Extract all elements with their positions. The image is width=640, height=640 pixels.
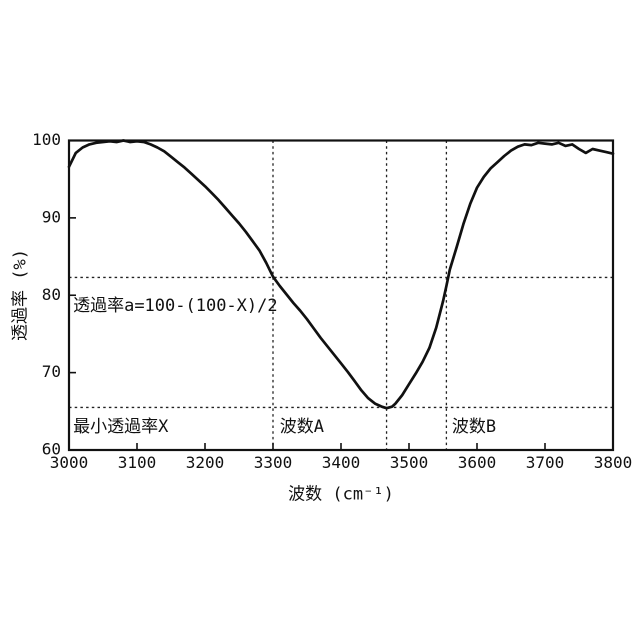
x-tick-label: 3000 bbox=[50, 453, 89, 472]
reference-lines-group bbox=[69, 140, 613, 450]
x-tick-label: 3800 bbox=[594, 453, 633, 472]
annotations-group: 透過率a=100-(100-X)/2 最小透過率X 波数A 波数B bbox=[73, 296, 496, 437]
x-tick-label: 3500 bbox=[390, 453, 429, 472]
spectrum-curve bbox=[67, 139, 615, 410]
formula-label: 透過率a=100-(100-X)/2 bbox=[73, 296, 278, 316]
x-tick-label: 3700 bbox=[526, 453, 565, 472]
spectrum-curve-group bbox=[67, 139, 615, 410]
y-tick-label: 60 bbox=[42, 440, 61, 459]
x-tick-label: 3400 bbox=[322, 453, 361, 472]
plot-border bbox=[67, 139, 615, 452]
x-tick-label: 3200 bbox=[186, 453, 225, 472]
y-tick-label: 100 bbox=[32, 130, 61, 149]
y-tick-label: 70 bbox=[42, 362, 61, 381]
x-tick-label: 3100 bbox=[118, 453, 157, 472]
min-transmittance-label: 最小透過率X bbox=[73, 417, 169, 437]
y-axis-title: 透過率 (%) bbox=[10, 249, 31, 341]
wavenumber-a-label: 波数A bbox=[280, 417, 324, 437]
axis-ticks-group: 3000 3100 3200 3300 3400 3500 3600 3700 3800 60 70… bbox=[32, 130, 632, 472]
x-tick-label: 3600 bbox=[458, 453, 497, 472]
x-axis-title: 波数 (cm⁻¹) bbox=[288, 484, 394, 505]
y-tick-label: 80 bbox=[42, 285, 61, 304]
x-tick-label: 3300 bbox=[254, 453, 293, 472]
y-tick-label: 90 bbox=[42, 207, 61, 226]
wavenumber-b-label: 波数B bbox=[452, 417, 496, 437]
